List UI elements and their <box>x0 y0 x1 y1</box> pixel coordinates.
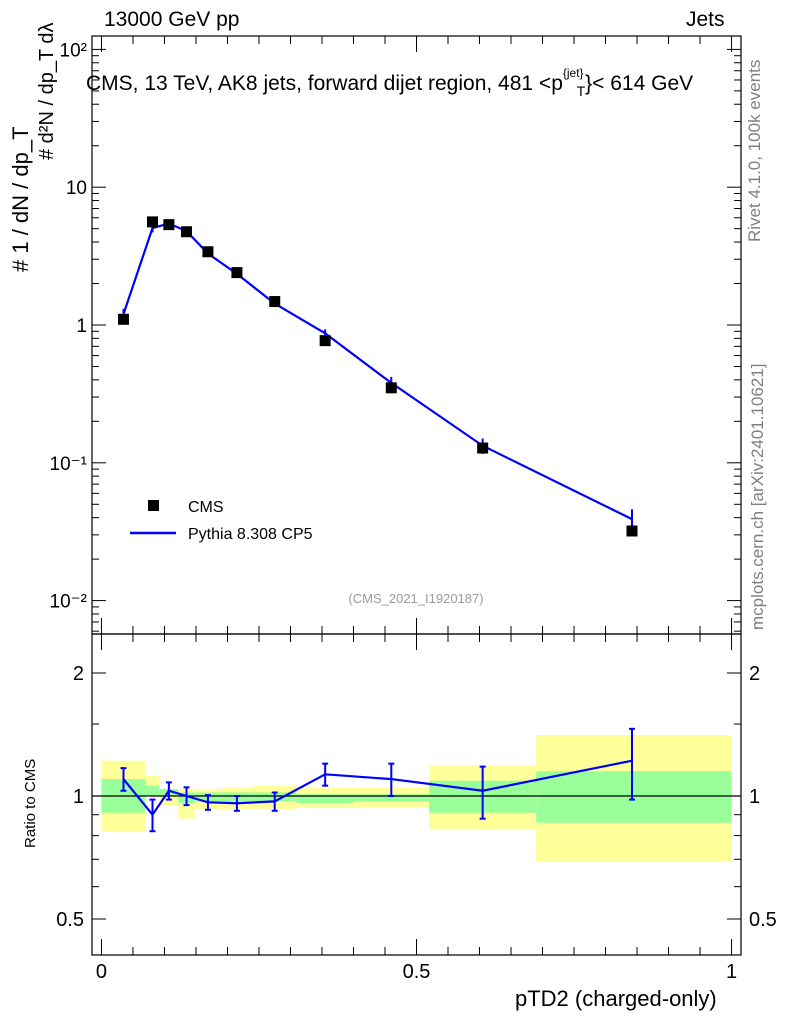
cms-data-point <box>626 525 638 537</box>
cms-data-point <box>163 219 175 231</box>
pythia-line <box>122 222 633 521</box>
green-band-bin <box>145 785 160 796</box>
cms-data-point <box>319 335 331 347</box>
cms-data-point <box>146 216 158 228</box>
legend-cms-label: CMS <box>188 499 224 516</box>
header-left-label: 13000 GeV pp <box>104 8 240 31</box>
header-right-label: Jets <box>686 8 725 31</box>
ratio-y-tick-label: 1 <box>73 786 84 808</box>
cms-data-point <box>269 296 281 308</box>
title-sup: {jet} <box>562 66 584 80</box>
main-y-tick-label: 10⁻¹ <box>50 454 88 475</box>
green-band-bin <box>353 794 430 802</box>
main-series <box>118 216 638 537</box>
ratio-y-tick-label: 0.5 <box>56 909 84 931</box>
green-band-bin <box>536 771 732 823</box>
ratio-y-tick-label-right: 2 <box>749 663 760 685</box>
ratio-y-tick-label-right: 1 <box>749 786 760 808</box>
title-before: CMS, 13 TeV, AK8 jets, forward dijet reg… <box>86 72 563 95</box>
main-y-tick-label: 10 <box>66 178 87 199</box>
green-band-bin <box>296 794 354 804</box>
legend-pythia-label: Pythia 8.308 CP5 <box>188 526 313 543</box>
axis-ticks: 10⁻² 10⁻¹ 1 10 10² 0.5 0.5 1 1 2 2 0 0.5 1 <box>50 36 777 983</box>
main-y-tick-label: 10² <box>60 40 87 61</box>
main-plot-title: CMS, 13 TeV, AK8 jets, forward dijet reg… <box>86 66 693 99</box>
cms-data-point <box>202 246 214 258</box>
title-sub: T <box>576 83 586 99</box>
cms-data-point <box>231 267 243 279</box>
legend: CMS Pythia 8.308 CP5 <box>130 499 313 543</box>
main-plot-frame <box>91 35 742 635</box>
cms-data-point <box>118 313 130 325</box>
ratio-y-tick-label-right: 0.5 <box>749 909 777 931</box>
ratio-series <box>120 727 635 833</box>
x-tick-label: 0 <box>96 961 107 983</box>
title-after: }< 614 GeV <box>585 72 694 95</box>
x-tick-label: 1 <box>726 961 737 983</box>
legend-cms-marker <box>148 500 159 511</box>
cms-data-point <box>477 442 489 454</box>
analysis-tag: (CMS_2021_I1920187) <box>348 591 483 606</box>
cms-data-point <box>181 226 193 238</box>
x-tick-label: 0.5 <box>403 961 431 983</box>
cms-data-point <box>385 382 397 394</box>
main-y-tick-label: 10⁻² <box>50 592 88 613</box>
ratio-xlabel: pTD2 (charged-only) <box>515 986 717 1011</box>
main-y-tick-label: 1 <box>76 316 87 337</box>
ratio-y-tick-label: 2 <box>73 663 84 685</box>
